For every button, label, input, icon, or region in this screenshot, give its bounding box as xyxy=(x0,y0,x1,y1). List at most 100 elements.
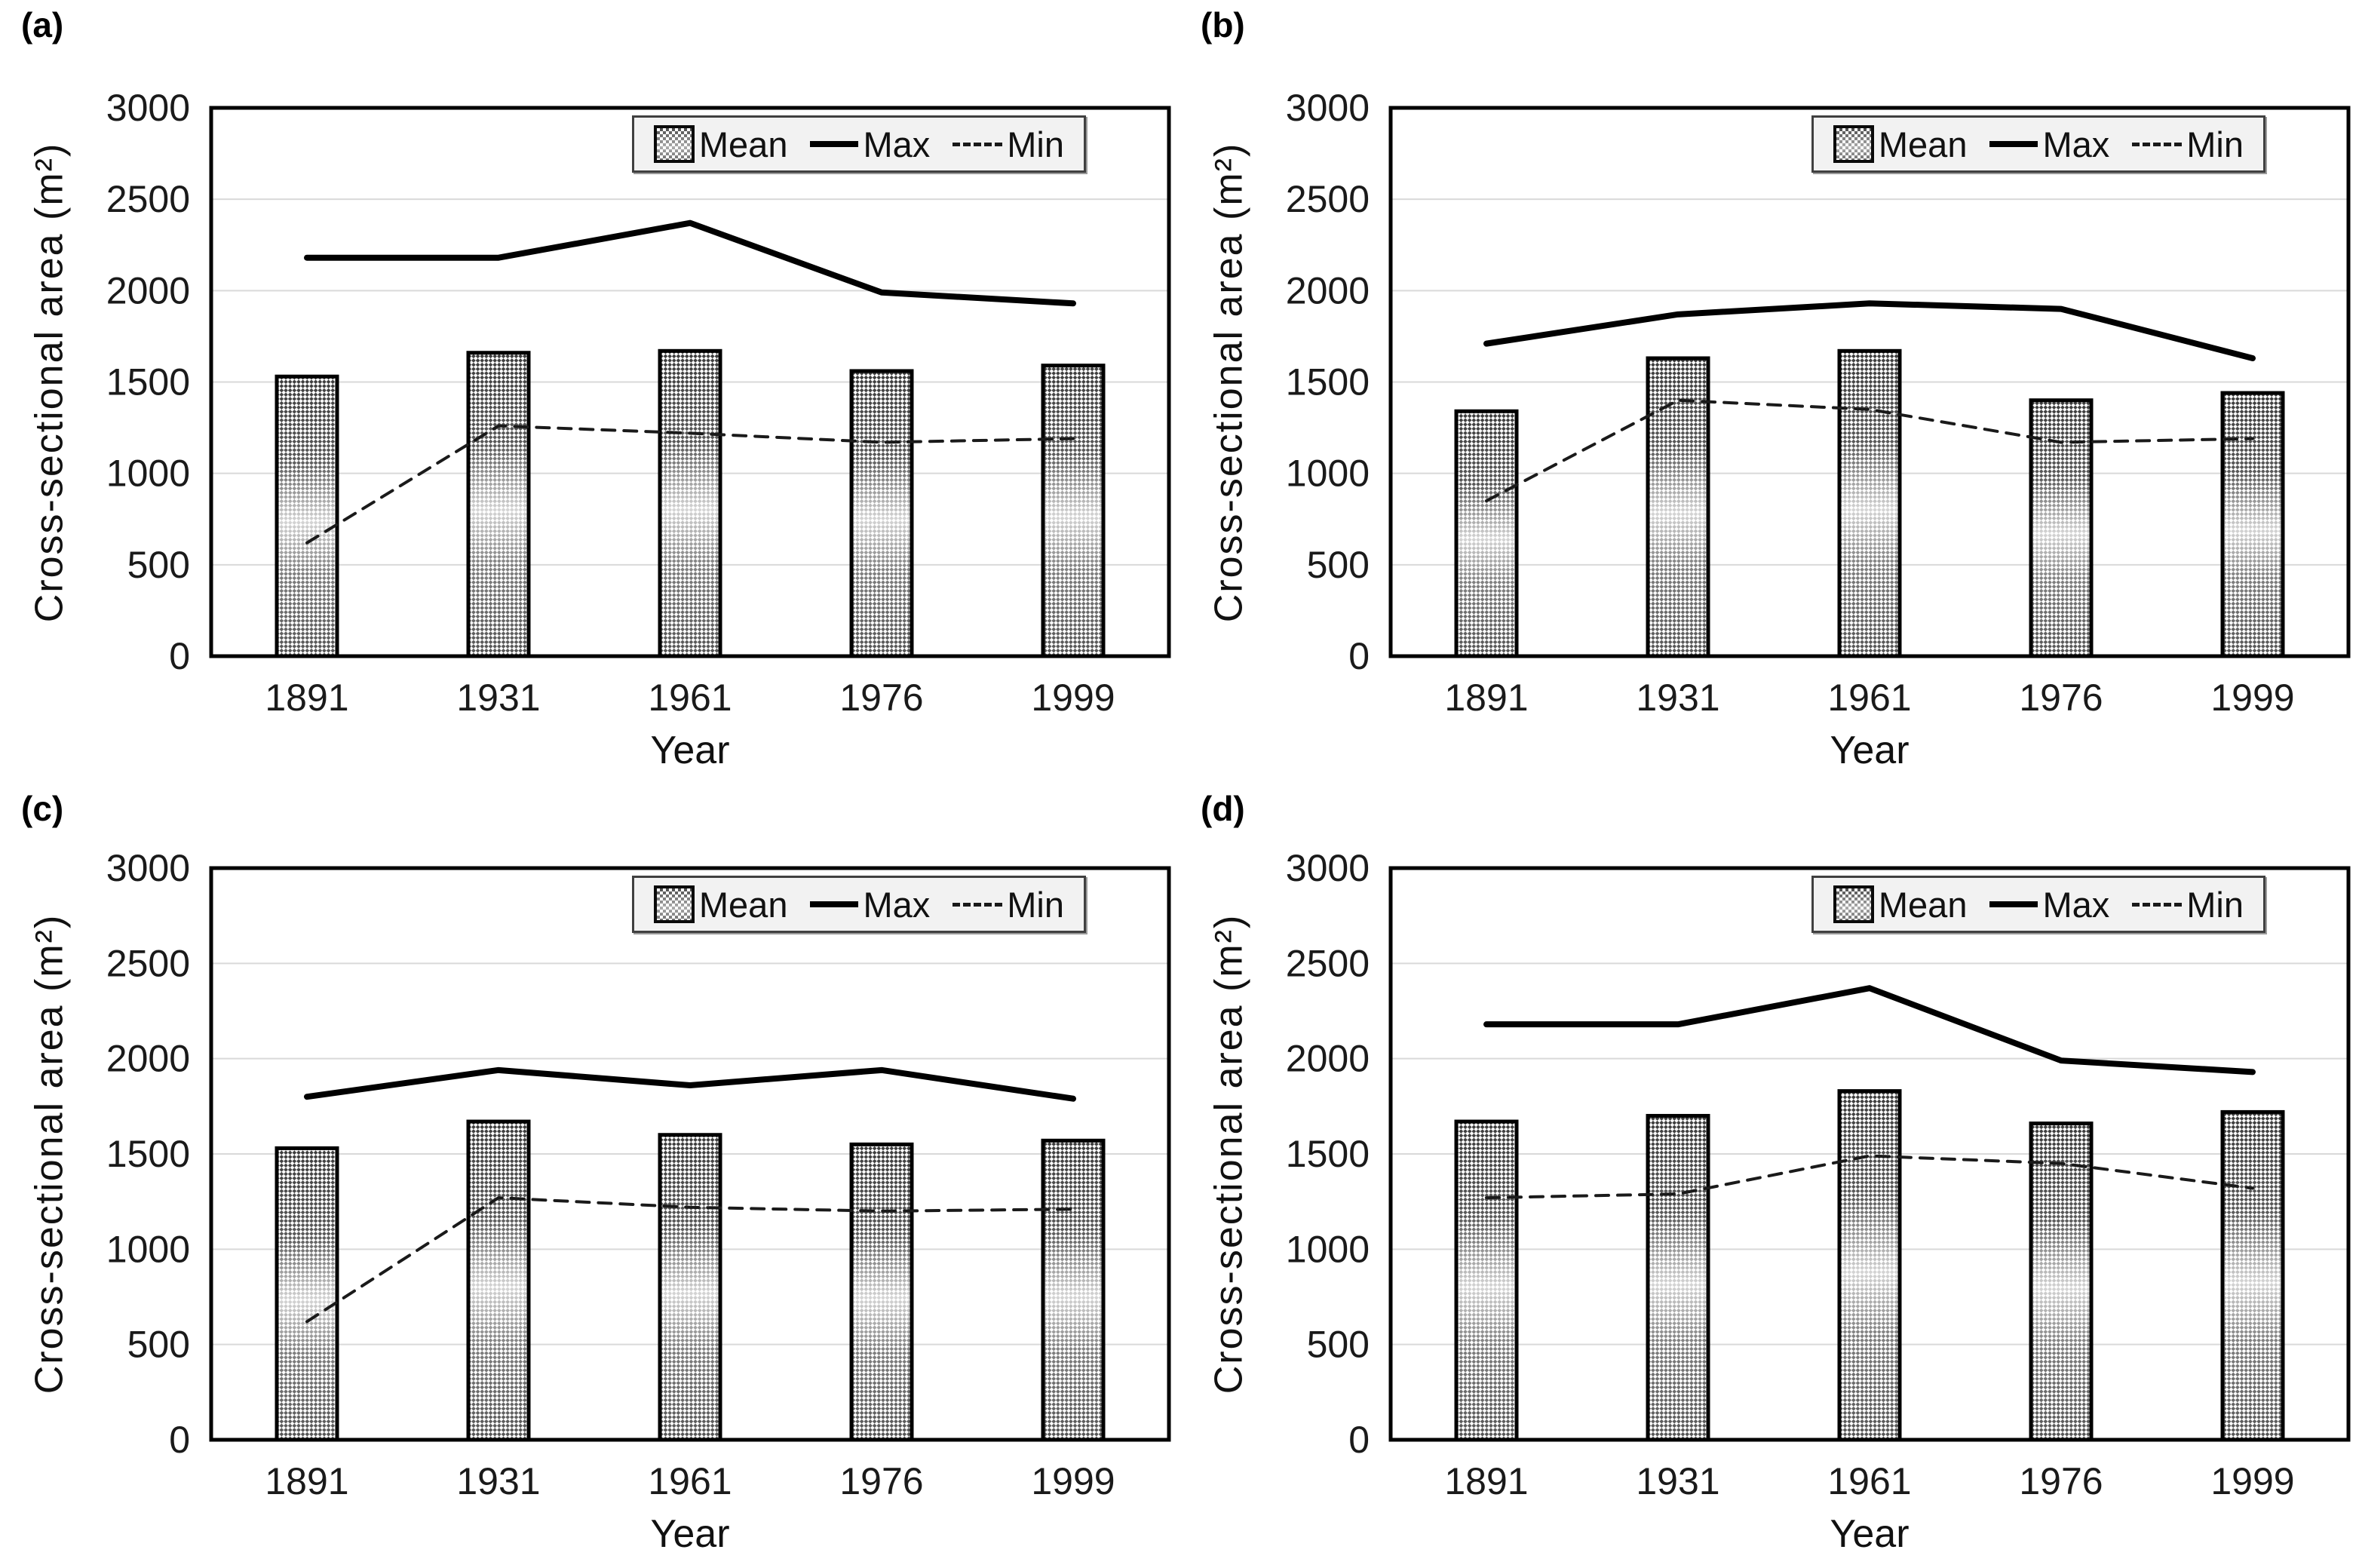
y-tick-label-500: 500 xyxy=(1307,1324,1370,1366)
panel-c-x-axis-title: Year xyxy=(650,1512,730,1556)
mean-bar-swatch-icon xyxy=(1833,885,1874,923)
bar-1931 xyxy=(1646,1113,1710,1442)
plot-border xyxy=(1388,866,2351,1442)
legend-item-max: Max xyxy=(1989,127,2109,162)
legend-min-label: Min xyxy=(2186,884,2244,925)
legend-item-mean: Mean xyxy=(653,884,788,925)
y-tick-label-0: 0 xyxy=(169,635,190,677)
x-tick-label-1931: 1931 xyxy=(1636,677,1719,719)
legend-item-min: Min xyxy=(2132,127,2244,162)
legend-mean-label: Mean xyxy=(698,124,788,164)
legend-mean-label: Mean xyxy=(1878,124,1968,164)
panel-d-legend: Mean Max Min xyxy=(1811,876,2265,933)
mean-bar-swatch-icon xyxy=(653,885,695,923)
panel-c-chart: 3000 2500 2000 1500 1000 500 0 1891 1931 1961 1976… xyxy=(106,847,1171,1502)
legend-max-label: Max xyxy=(863,884,931,925)
panel-d-label: (d) xyxy=(1201,789,1245,828)
bar-1961 xyxy=(658,348,722,658)
y-tick-label-500: 500 xyxy=(1307,544,1370,586)
max-line-swatch-icon xyxy=(1989,901,2038,907)
y-tick-label-1500: 1500 xyxy=(1286,1133,1370,1175)
panel-b-label: (b) xyxy=(1201,5,1245,44)
max-line xyxy=(304,219,1076,307)
legend-max-label: Max xyxy=(2042,884,2110,925)
bar-1976 xyxy=(849,1142,914,1442)
legend-item-min: Min xyxy=(952,127,1064,162)
panel-b-x-axis-title: Year xyxy=(1830,729,1910,772)
plot-border xyxy=(209,866,1171,1442)
legend-item-max: Max xyxy=(810,887,930,922)
y-tick-label-0: 0 xyxy=(169,1419,190,1461)
y-tick-label-1500: 1500 xyxy=(106,361,190,404)
legend-item-mean: Mean xyxy=(1833,124,1968,164)
min-line-swatch-icon xyxy=(2132,142,2183,146)
min-line-swatch-icon xyxy=(2132,902,2183,907)
y-tick-label-3000: 3000 xyxy=(1286,87,1370,129)
y-tick-label-1000: 1000 xyxy=(1286,453,1370,495)
x-tick-label-1976: 1976 xyxy=(839,677,923,719)
mean-bar-swatch-icon xyxy=(1833,125,1874,163)
mean-bar-swatch-icon xyxy=(653,125,695,163)
x-tick-label-1999: 1999 xyxy=(2210,677,2294,719)
bar-1891 xyxy=(275,1146,339,1442)
bar-1976 xyxy=(2029,1122,2094,1442)
legend-min-label: Min xyxy=(2186,124,2244,164)
y-tick-label-2000: 2000 xyxy=(106,1038,190,1080)
x-tick-label-1976: 1976 xyxy=(2019,1460,2103,1502)
bar-1976 xyxy=(849,369,914,658)
x-tick-label-1999: 1999 xyxy=(1031,677,1115,719)
y-tick-label-3000: 3000 xyxy=(106,87,190,129)
y-tick-label-0: 0 xyxy=(1348,635,1370,677)
x-tick-label-1891: 1891 xyxy=(1444,677,1528,719)
legend-item-min: Min xyxy=(952,887,1064,922)
max-line xyxy=(1483,300,2256,361)
y-tick-label-2000: 2000 xyxy=(1286,269,1370,311)
panel-b-y-axis-title: Cross-sectional area (m²) xyxy=(1207,142,1251,622)
bar-1931 xyxy=(466,1119,531,1442)
x-tick-label-1976: 1976 xyxy=(2019,677,2103,719)
panel-d: (d) Cross-sectional area (m²) 3000 2500 20… xyxy=(1180,784,2359,1568)
bar-1999 xyxy=(2220,391,2285,658)
panel-d-x-axis-title: Year xyxy=(1830,1512,1910,1556)
bar-1999 xyxy=(1041,1138,1106,1442)
y-tick-label-500: 500 xyxy=(127,544,190,586)
legend-max-label: Max xyxy=(863,124,931,164)
x-tick-label-1931: 1931 xyxy=(1636,1460,1719,1502)
panel-c: (c) Cross-sectional area (m²) 3000 2500 20… xyxy=(0,784,1180,1568)
legend-max-label: Max xyxy=(2042,124,2110,164)
bar-1961 xyxy=(658,1133,722,1442)
panel-d-y-axis-title: Cross-sectional area (m²) xyxy=(1207,913,1251,1395)
legend-mean-label: Mean xyxy=(698,884,788,925)
x-tick-label-1961: 1961 xyxy=(1827,1460,1911,1502)
min-line-swatch-icon xyxy=(952,902,1003,907)
bar-1891 xyxy=(1454,1119,1519,1442)
y-tick-label-2500: 2500 xyxy=(1286,942,1370,984)
legend-item-mean: Mean xyxy=(1833,885,1967,923)
y-tick-label-2500: 2500 xyxy=(106,178,190,220)
plot-border xyxy=(209,106,1171,658)
x-tick-label-1931: 1931 xyxy=(456,677,540,719)
x-tick-label-1976: 1976 xyxy=(839,1460,923,1502)
x-tick-label-1891: 1891 xyxy=(265,677,348,719)
panel-b-legend: Mean Max Min xyxy=(1811,115,2265,173)
x-tick-label-1961: 1961 xyxy=(648,1460,732,1502)
panel-b: (b) Cross-sectional area (m²) 3000 2500 20… xyxy=(1180,0,2359,784)
legend-min-label: Min xyxy=(1007,124,1064,164)
bar-1961 xyxy=(1837,1089,1902,1442)
y-tick-label-3000: 3000 xyxy=(1286,847,1370,889)
panel-a-x-axis-title: Year xyxy=(650,729,730,772)
y-tick-label-3000: 3000 xyxy=(106,847,190,889)
min-line-swatch-icon xyxy=(952,142,1003,146)
max-line xyxy=(1483,985,2256,1076)
panel-d-chart: 3000 2500 2000 1500 1000 500 0 1891 1931 1961 1976… xyxy=(1286,847,2351,1502)
panel-a: (a) Cross-sectional area (m²) 3000 2500 20… xyxy=(0,0,1180,784)
panel-a-legend: Mean Max Min xyxy=(631,115,1086,173)
legend-item-max: Max xyxy=(810,127,930,162)
legend-item-max: Max xyxy=(1989,887,2109,922)
legend-item-min: Min xyxy=(2132,887,2244,922)
min-line xyxy=(305,424,1075,545)
y-tick-label-2000: 2000 xyxy=(1286,1038,1370,1080)
plot-border xyxy=(1388,106,2351,658)
max-line xyxy=(304,1066,1076,1102)
